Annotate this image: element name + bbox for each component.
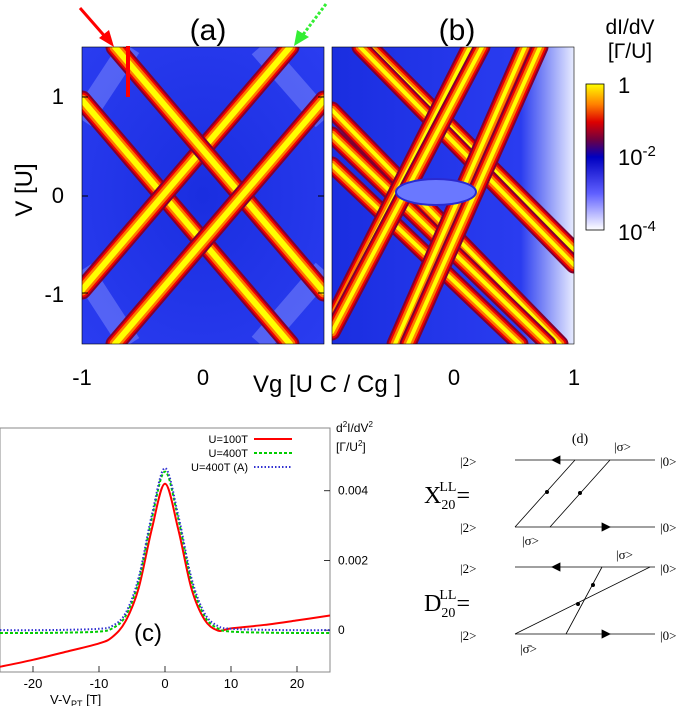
- heatmap-panel-a: [81, 46, 325, 345]
- colorbar-gradient: [585, 83, 605, 231]
- x-tick-label: 20: [290, 676, 304, 691]
- panel-c-series: [0, 467, 330, 668]
- y-tick-label: 0.002: [338, 553, 368, 567]
- heatmap-panel-b: [331, 46, 575, 345]
- state-label: |0>: [660, 454, 676, 469]
- ridge-line: [82, 90, 300, 344]
- panel-c-x-label: V-VPT [T]: [50, 692, 101, 706]
- legend: U=100T U=400T U=400T (A): [191, 434, 292, 474]
- state-label: |2>: [460, 454, 476, 469]
- y-tick-label: -1: [44, 282, 64, 307]
- x20-diagram: [514, 455, 655, 532]
- panel-c-chart: -20 -10 0 10 20 0 0.002 0.004 (c) U=100T U=400T…: [0, 420, 374, 706]
- ridge-line: [105, 90, 324, 344]
- panel-d-diagram: (d) |2> |0> |σ> |2> |0> |σ> X20LL=: [424, 432, 676, 656]
- panel-d-label: (d): [572, 432, 589, 447]
- series-line: [0, 467, 330, 632]
- heatmap-a-ridges: [82, 47, 324, 344]
- state-label: |2>: [460, 561, 476, 576]
- x-tick-label: 0: [448, 365, 460, 390]
- panel-c-label: (c): [134, 620, 162, 647]
- green-arrow: [294, 3, 328, 46]
- heatmap-b-island: [395, 178, 477, 206]
- panel-c-ticks: -20 -10 0 10 20 0 0.002 0.004: [24, 484, 369, 691]
- legend-label: U=100T: [209, 434, 249, 446]
- ridge-line: [351, 47, 574, 274]
- state-label: |σ>: [522, 533, 539, 548]
- state-label: |σ>: [614, 439, 631, 454]
- legend-label: U=400T: [209, 448, 249, 460]
- ridge-line: [105, 47, 324, 302]
- heatmap-a-background: [82, 47, 324, 344]
- panel-c-y-label: d2I/dV2: [336, 420, 374, 435]
- ridge-line: [82, 47, 300, 300]
- y-tick-marks: [82, 96, 324, 294]
- colorbar-title: dI/dV: [605, 16, 654, 39]
- state-label: |2>: [460, 628, 476, 643]
- x-tick-label: 0: [197, 365, 209, 390]
- x-tick-label: 1: [568, 365, 580, 390]
- colorbar-tick-label: 1: [618, 73, 630, 98]
- state-label: |0>: [660, 520, 676, 535]
- panel-c-y-units: [Γ/U2]: [336, 439, 366, 454]
- y-tick-label: 1: [52, 84, 64, 109]
- legend-label: U=400T (A): [191, 462, 248, 474]
- heatmap-b-ridges: [332, 47, 574, 344]
- panel-a-label: (a): [190, 14, 227, 47]
- colorbar-tick-label: 10-4: [618, 218, 656, 245]
- series-line: [0, 470, 330, 634]
- state-label: |0>: [660, 561, 676, 576]
- y-tick-label: 0.004: [338, 484, 368, 498]
- x20-label: X20LL=: [424, 480, 470, 513]
- x-axis-label: Vg [U C / Cg ]: [253, 371, 401, 398]
- d20-diagram: [514, 562, 655, 639]
- panel-b-label: (b): [439, 14, 476, 47]
- y-tick-label: 0: [52, 183, 64, 208]
- colorbar-tick-label: 10-2: [618, 143, 656, 170]
- state-label: |σ>: [616, 547, 633, 562]
- x-tick-label: -20: [24, 676, 43, 691]
- state-label: |2>: [460, 520, 476, 535]
- red-arrow: [78, 7, 114, 47]
- heatmap-b-frame: [331, 46, 575, 345]
- d20-label: D20LL=: [424, 588, 470, 621]
- panel-c-frame: [0, 427, 331, 673]
- y-tick-label: 0: [338, 623, 345, 637]
- colorbar: dI/dV [Γ/U] 1 10-2 10-4: [585, 16, 656, 245]
- x-tick-label: -1: [72, 365, 92, 390]
- colorbar-units: [Γ/U]: [608, 40, 652, 63]
- state-label: |0>: [660, 628, 676, 643]
- x-tick-label: 0: [161, 676, 168, 691]
- state-label: |σ̄>: [520, 641, 537, 656]
- x-tick-label: 10: [224, 676, 238, 691]
- ridges-b: [332, 47, 574, 344]
- ridges-a: [82, 47, 324, 344]
- y-axis-label: V [U]: [11, 163, 38, 216]
- series-line: [0, 482, 330, 668]
- x-tick-label: -10: [90, 676, 109, 691]
